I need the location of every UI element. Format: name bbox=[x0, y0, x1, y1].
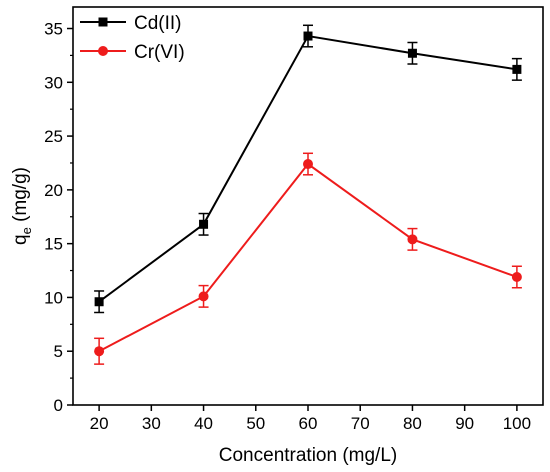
legend-label: Cr(VI) bbox=[134, 42, 185, 63]
x-tick-label: 90 bbox=[455, 414, 474, 433]
x-tick-label: 70 bbox=[351, 414, 370, 433]
y-tick-label: 10 bbox=[44, 288, 63, 307]
x-tick-label: 30 bbox=[142, 414, 161, 433]
data-point bbox=[407, 234, 418, 245]
y-tick-label: 30 bbox=[44, 73, 63, 92]
x-tick-label: 40 bbox=[194, 414, 213, 433]
y-tick-label: 25 bbox=[44, 127, 63, 146]
x-tick-label: 100 bbox=[503, 414, 531, 433]
data-point bbox=[303, 31, 313, 41]
data-point bbox=[512, 64, 522, 74]
data-point bbox=[94, 297, 104, 307]
x-axis-ticks: 20 30 40 50 60 70 80 90 100 bbox=[90, 405, 531, 433]
data-point bbox=[198, 291, 209, 302]
x-tick-label: 60 bbox=[299, 414, 318, 433]
y-tick-label: 0 bbox=[54, 396, 63, 415]
data-point bbox=[303, 159, 313, 170]
y-tick-label: 35 bbox=[44, 20, 63, 39]
y-axis-ticks: 0 5 10 15 20 25 30 35 bbox=[44, 20, 73, 415]
x-tick-label: 50 bbox=[246, 414, 265, 433]
plot-frame bbox=[72, 6, 544, 406]
y-tick-label: 5 bbox=[54, 342, 63, 361]
data-point bbox=[511, 271, 522, 282]
series-line bbox=[98, 162, 518, 353]
series-cd-ii bbox=[94, 24, 522, 314]
series-cr-vi bbox=[94, 152, 522, 365]
plot-marks bbox=[94, 24, 522, 365]
x-tick-label: 80 bbox=[403, 414, 422, 433]
legend-label: Cd(II) bbox=[134, 13, 182, 34]
data-point bbox=[94, 346, 105, 357]
data-point bbox=[199, 219, 209, 229]
legend-marker bbox=[98, 17, 108, 27]
y-tick-label: 15 bbox=[44, 235, 63, 254]
x-tick-label: 20 bbox=[90, 414, 109, 433]
y-axis-title: qe (mg/g) bbox=[10, 167, 34, 245]
legend-marker bbox=[98, 46, 108, 56]
y-tick-label: 20 bbox=[44, 181, 63, 200]
data-point bbox=[407, 48, 417, 58]
x-axis-title: Concentration (mg/L) bbox=[219, 445, 397, 466]
legend: Cd(II) Cr(VI) bbox=[80, 13, 185, 63]
